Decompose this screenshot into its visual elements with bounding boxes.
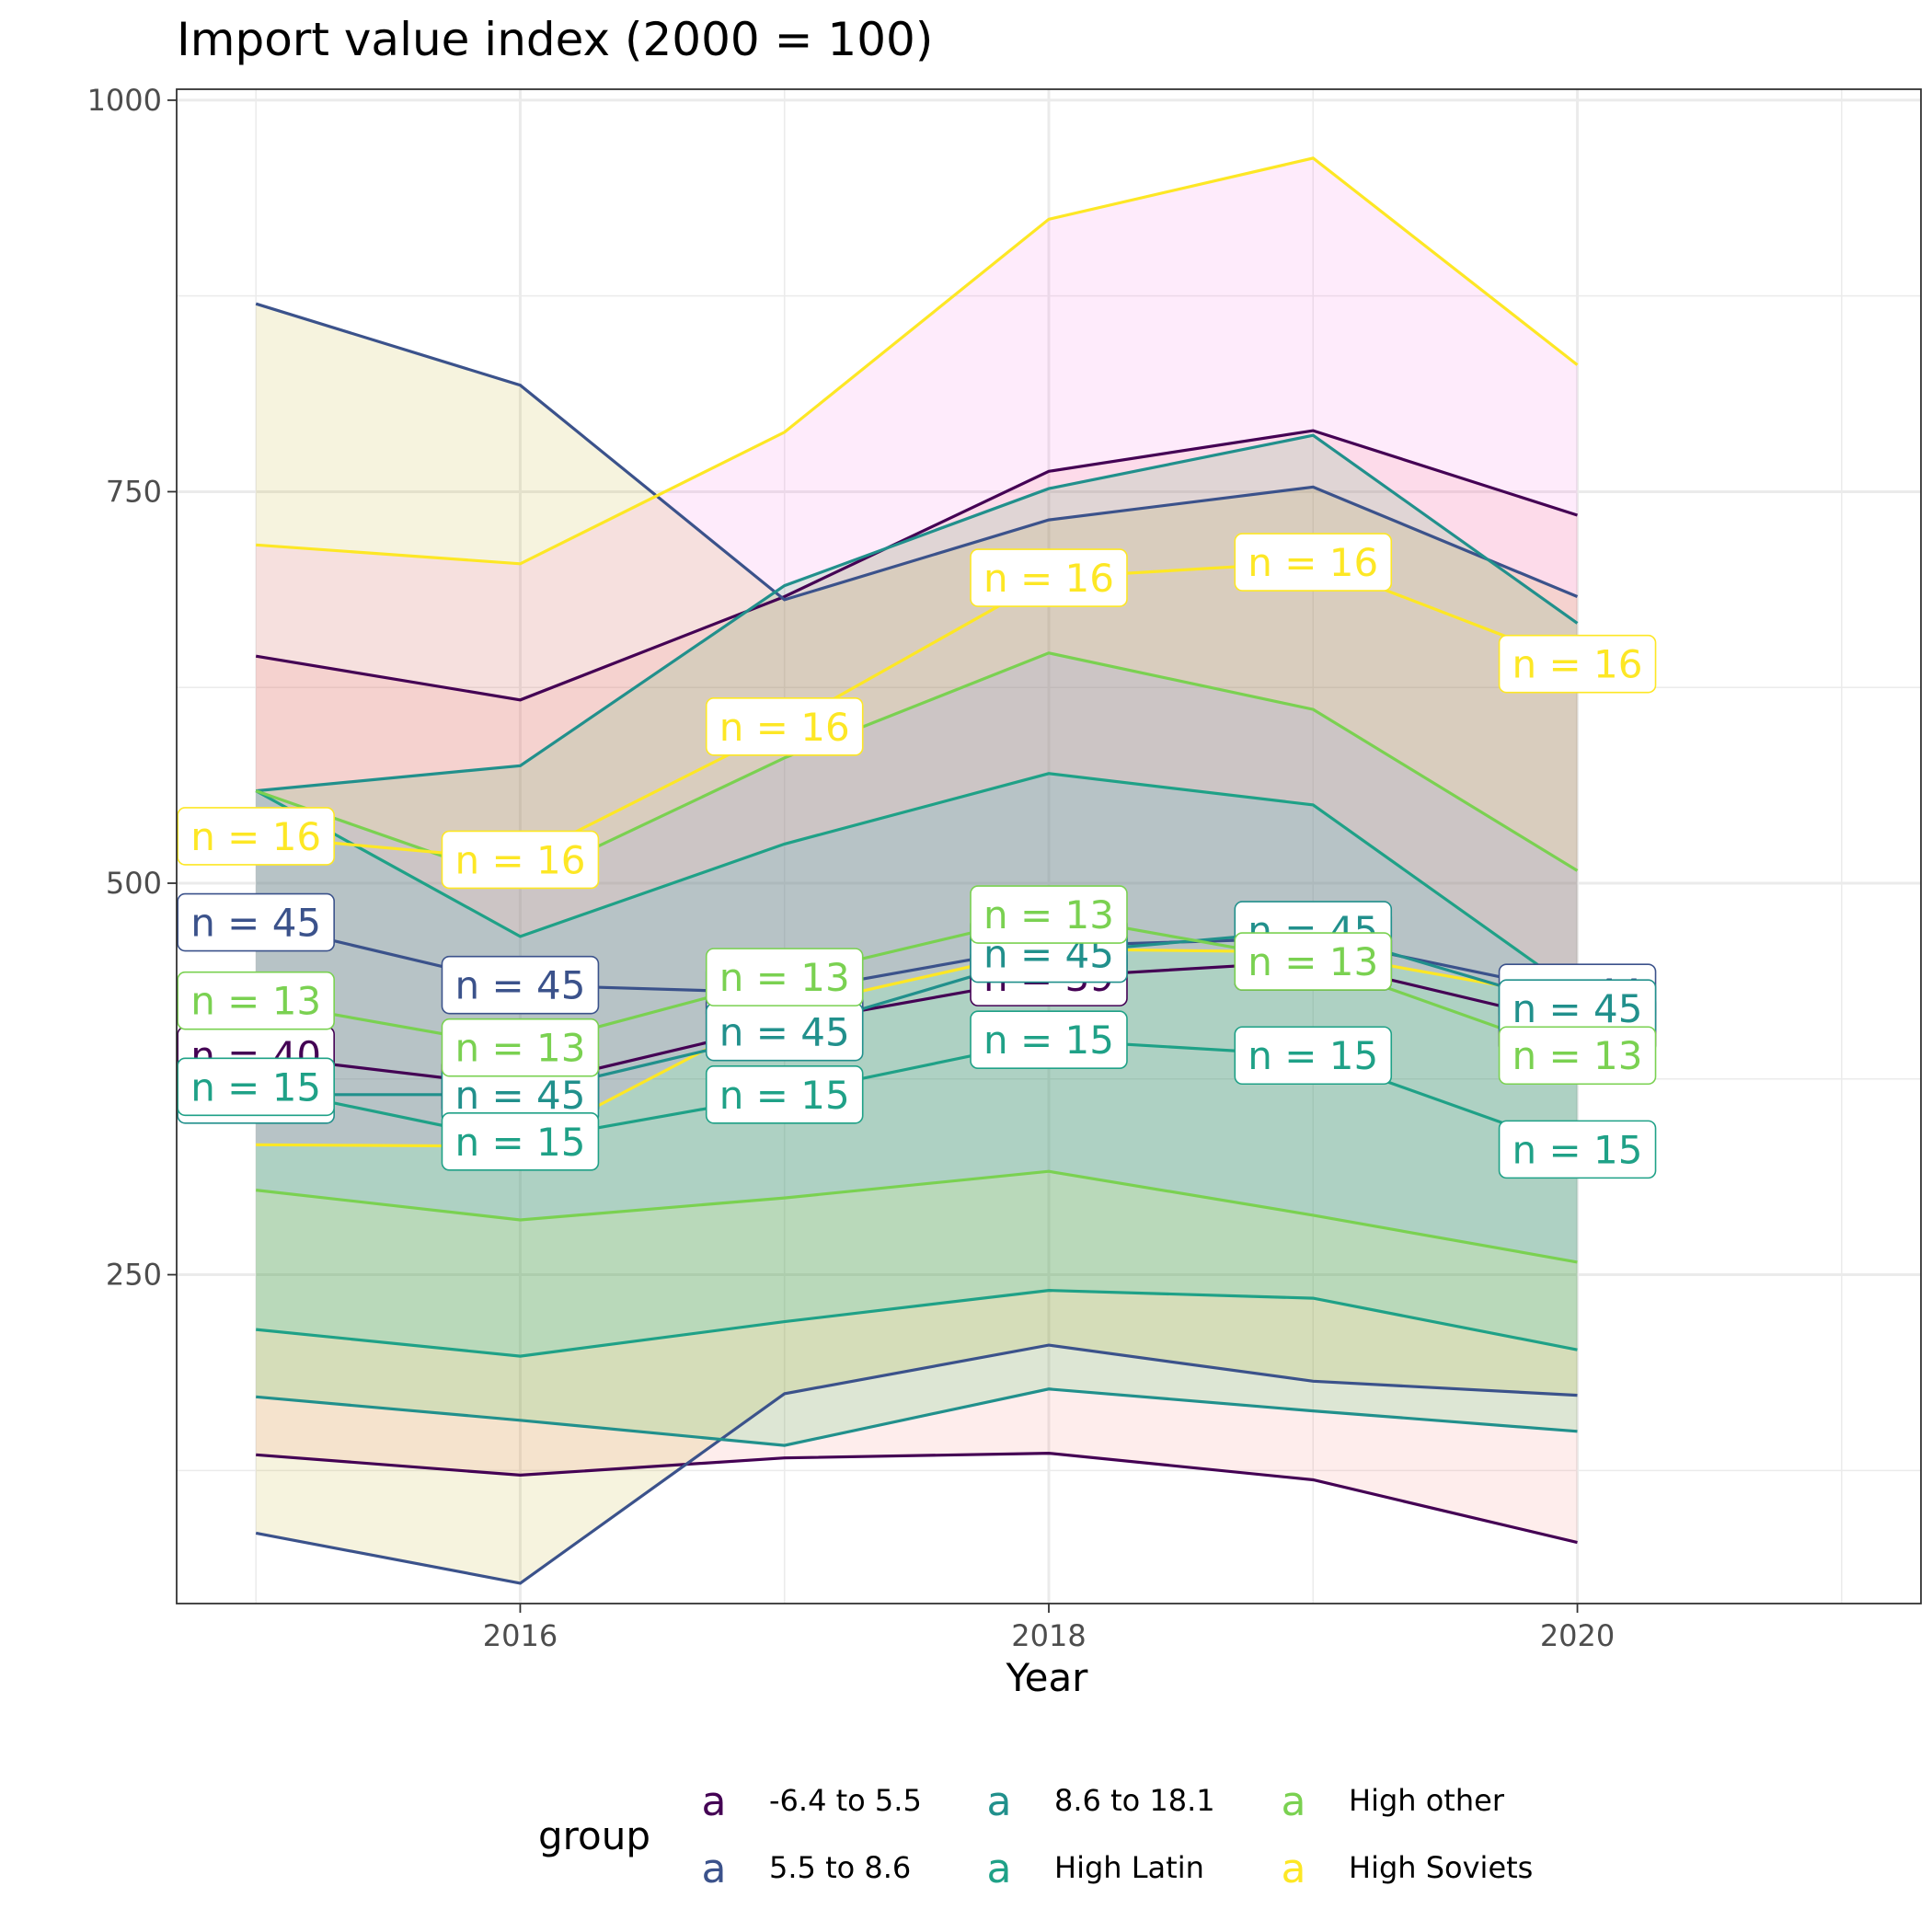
y-tick-label: 250 — [106, 1258, 162, 1293]
data-label: n = 16 — [1234, 533, 1393, 592]
data-label: n = 16 — [705, 696, 864, 756]
upper-bound-line-3 — [255, 772, 1579, 995]
ribbons — [256, 157, 1578, 1583]
legend-label: 5.5 to 8.6 — [769, 1850, 911, 1885]
data-label-text: n = 15 — [983, 1018, 1114, 1063]
data-label-text: n = 16 — [719, 705, 850, 750]
legend-item: a High Soviets — [1282, 1846, 1534, 1892]
data-label-text: n = 45 — [1512, 986, 1643, 1031]
data-label: n = 15 — [970, 1010, 1128, 1070]
y-tick-label: 500 — [106, 866, 162, 901]
data-label: n = 16 — [1498, 634, 1657, 694]
data-label-text: n = 16 — [1248, 540, 1378, 585]
axes: 250 500 750 1000 2016 2018 2020 — [87, 83, 1616, 1653]
data-label: n = 16 — [970, 548, 1128, 607]
data-label: n = 45 — [441, 1064, 600, 1124]
legend-title: group — [538, 1813, 650, 1858]
data-label-text: n = 16 — [190, 814, 321, 859]
upper-bound-line-0 — [255, 429, 1578, 702]
data-label-text: n = 15 — [1512, 1127, 1643, 1172]
chart-title: Import value index (2000 = 100) — [177, 13, 933, 66]
legend-key: a — [1282, 1846, 1306, 1892]
data-label: n = 15 — [441, 1112, 600, 1171]
x-tick-label: 2016 — [483, 1618, 558, 1653]
upper-bound-line-5 — [256, 156, 1579, 566]
data-label: n = 15 — [177, 1057, 335, 1117]
x-tick-label: 2020 — [1540, 1618, 1615, 1653]
data-label: n = 13 — [177, 971, 335, 1030]
y-tick-label: 750 — [106, 474, 162, 509]
data-label: n = 15 — [705, 1064, 864, 1124]
legend-label: -6.4 to 5.5 — [769, 1783, 922, 1818]
lower-bound-line-2 — [256, 1387, 1578, 1447]
data-label-text: n = 15 — [719, 1073, 850, 1118]
legend-item: a High other — [1282, 1778, 1505, 1825]
data-label: n = 13 — [705, 948, 864, 1006]
legend-item: a 5.5 to 8.6 — [702, 1846, 912, 1892]
data-label: n = 16 — [441, 830, 600, 890]
lower-bound-line-4 — [256, 1169, 1578, 1264]
legend-label: High Latin — [1054, 1850, 1204, 1885]
ribbon-1 — [256, 304, 1578, 1583]
data-label: n = 13 — [1498, 1026, 1657, 1086]
data-label-text: n = 15 — [190, 1064, 321, 1110]
data-label-text: n = 13 — [454, 1026, 585, 1071]
data-label-text: n = 16 — [983, 556, 1114, 601]
data-label: n = 45 — [177, 892, 335, 952]
data-label-text: n = 45 — [454, 963, 585, 1008]
data-labels: n = 40n = 39n = 39n = 39n = 39n = 39n = … — [177, 533, 1657, 1179]
data-label-text: n = 13 — [190, 979, 321, 1024]
data-label-text: n = 16 — [1512, 642, 1643, 687]
legend-label: 8.6 to 18.1 — [1054, 1783, 1215, 1818]
data-label: n = 15 — [1498, 1120, 1657, 1179]
legend-key: a — [702, 1778, 727, 1825]
data-label: n = 13 — [970, 885, 1128, 944]
legend-key: a — [987, 1778, 1012, 1825]
grid — [177, 89, 1921, 1604]
legend-label: High Soviets — [1349, 1850, 1533, 1885]
data-label: n = 15 — [1234, 1026, 1393, 1086]
legend-key: a — [987, 1846, 1012, 1892]
data-label: n = 45 — [441, 955, 600, 1015]
ribbon-2 — [256, 435, 1578, 1446]
data-label-text: n = 15 — [454, 1120, 585, 1165]
y-tick-label: 1000 — [87, 83, 162, 118]
data-label: n = 45 — [705, 1002, 864, 1062]
upper-bound-line-1 — [255, 302, 1579, 602]
data-label-text: n = 15 — [1248, 1033, 1378, 1078]
lower-bound-line-0 — [256, 1451, 1578, 1545]
legend-item: a -6.4 to 5.5 — [702, 1778, 922, 1825]
data-label: n = 45 — [1498, 979, 1657, 1038]
ribbon-0 — [256, 431, 1578, 1543]
x-axis-title: Year — [1006, 1655, 1089, 1700]
data-label-text: n = 13 — [1248, 939, 1378, 984]
data-label: n = 13 — [1234, 932, 1393, 991]
data-label-text: n = 45 — [454, 1073, 585, 1118]
legend-label: High other — [1349, 1783, 1505, 1818]
legend-key: a — [702, 1846, 727, 1892]
data-label: n = 16 — [177, 807, 335, 866]
legend-item: a High Latin — [987, 1846, 1204, 1892]
lower-bound-line-3 — [256, 1288, 1578, 1358]
data-label: n = 13 — [441, 1018, 600, 1077]
data-label-text: n = 13 — [719, 955, 850, 1000]
x-tick-label: 2018 — [1011, 1618, 1086, 1653]
data-label-text: n = 13 — [983, 892, 1114, 937]
legend-key: a — [1282, 1778, 1306, 1825]
data-label-text: n = 45 — [719, 1010, 850, 1055]
legend: group a -6.4 to 5.5 a 5.5 to 8.6 a 8.6 to 18.… — [538, 1778, 1533, 1892]
upper-bound-line-2 — [256, 433, 1579, 793]
data-label-text: n = 45 — [190, 901, 321, 946]
data-label-text: n = 13 — [1512, 1033, 1643, 1078]
data-label-text: n = 16 — [454, 837, 585, 882]
legend-item: a 8.6 to 18.1 — [987, 1778, 1215, 1825]
lower-bound-line-1 — [255, 1343, 1578, 1585]
